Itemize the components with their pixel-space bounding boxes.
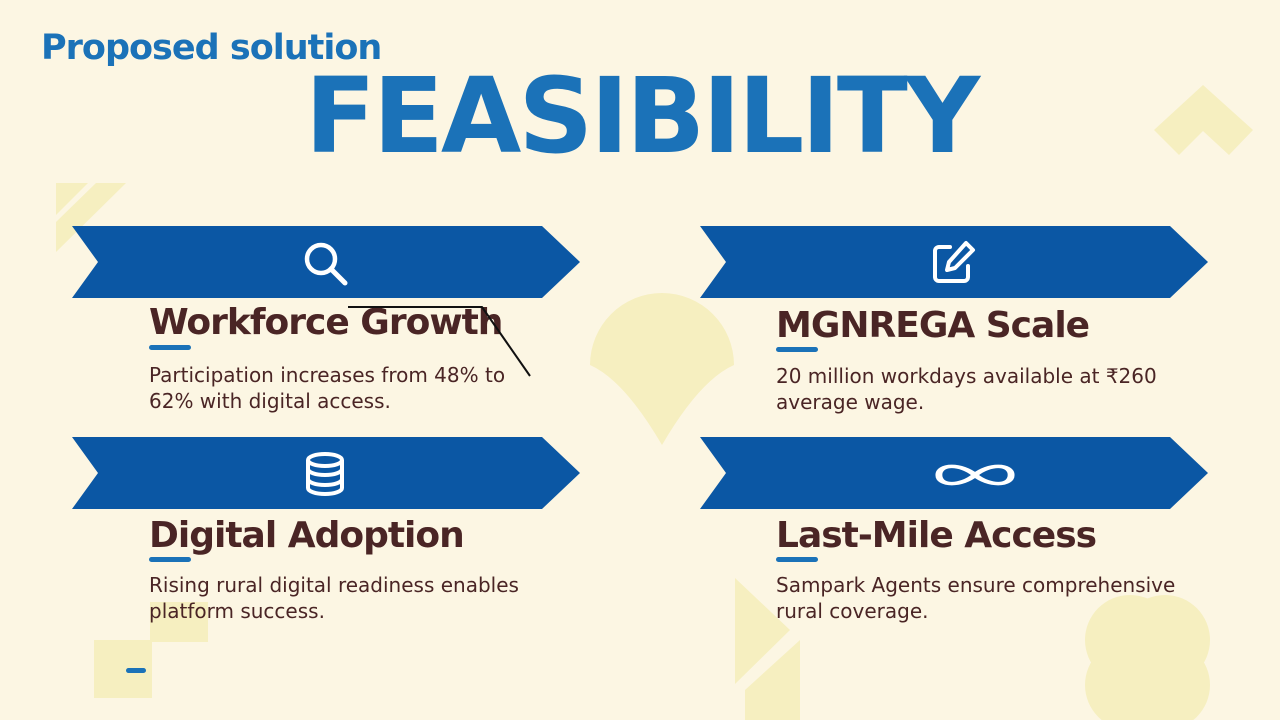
infinity-icon (935, 464, 1015, 486)
subtitle: Proposed solution (41, 28, 382, 68)
card-title-workforce: Workforce Growth (149, 302, 503, 343)
page-title: FEASIBILITY (0, 61, 1280, 171)
banner-workforce (72, 226, 580, 298)
card-desc-mgnrega: 20 million workdays available at ₹260 av… (776, 364, 1157, 414)
deco-stripe-shape (56, 183, 126, 252)
deco-triangle-shape (56, 183, 88, 215)
card-desc-workforce: Participation increases from 48% to 62% … (149, 363, 506, 413)
deco-triangle-shape (735, 578, 790, 684)
accent-mark (126, 668, 146, 673)
card-desc-lastmile: Sampark Agents ensure comprehensive rura… (776, 573, 1176, 623)
card-title-mgnrega: MGNREGA Scale (776, 305, 1090, 346)
banner-digital (72, 437, 580, 509)
edit-icon (933, 241, 975, 283)
card-title-lastmile: Last-Mile Access (776, 515, 1097, 556)
title-underline (776, 557, 818, 562)
search-icon (304, 242, 348, 286)
deco-flower-shape (1085, 595, 1210, 720)
deco-fan-shape (590, 293, 734, 445)
deco-square-shape (150, 602, 208, 642)
card-title-digital: Digital Adoption (149, 515, 465, 556)
title-underline (776, 347, 818, 352)
banner-lastmile (700, 437, 1208, 509)
page-title-text: FEASIBILITY (304, 55, 980, 177)
database-icon (306, 452, 344, 496)
deco-triangle-shape (745, 640, 800, 720)
title-underline (149, 557, 191, 562)
card-desc-digital: Rising rural digital readiness enables p… (149, 573, 519, 623)
title-underline (149, 345, 191, 350)
banner-mgnrega (700, 226, 1208, 298)
deco-chevron-shape (1154, 85, 1253, 155)
